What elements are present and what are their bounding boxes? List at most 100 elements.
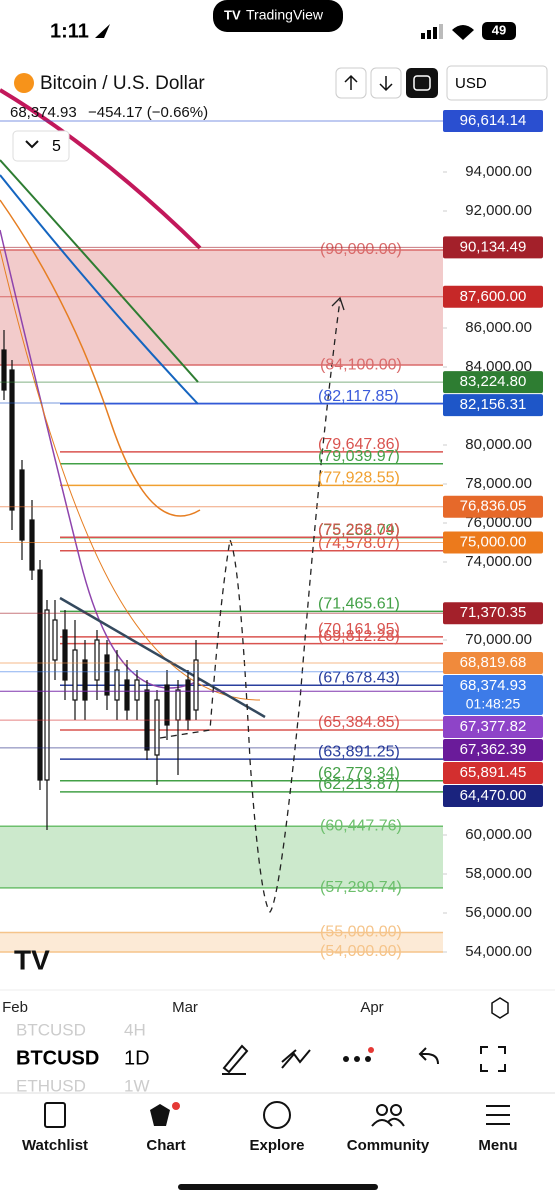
signal xyxy=(421,24,443,39)
price-badge xyxy=(443,531,543,554)
month-label: Mar xyxy=(172,999,198,1016)
level-label: (62,779.34) xyxy=(318,765,400,782)
toolbar-interval[interactable]: 1D xyxy=(124,1047,150,1069)
home-indicator xyxy=(178,1184,378,1190)
nav-label[interactable]: Explore xyxy=(249,1137,304,1154)
clock: 1:11 xyxy=(50,20,89,42)
more-tools[interactable] xyxy=(343,1047,374,1062)
currency-select[interactable] xyxy=(446,65,548,101)
community-icon xyxy=(371,1104,405,1127)
nav-label[interactable]: Chart xyxy=(146,1137,185,1154)
price-badge xyxy=(443,739,543,762)
zone xyxy=(0,826,443,888)
tick-label: 86,000.00 xyxy=(465,319,532,336)
last-price: 68,374.93 xyxy=(10,104,77,121)
level-label: (65,384.85) xyxy=(318,714,400,731)
candles xyxy=(1,330,199,830)
price-badge xyxy=(443,495,543,518)
level-label: (79,039.97) xyxy=(318,448,400,465)
level-label: (77,928.55) xyxy=(318,470,400,487)
badge-label: 67,377.82 xyxy=(460,718,527,735)
indicators xyxy=(0,88,345,914)
recent-interval[interactable]: 4H xyxy=(124,1020,146,1039)
trend-tool[interactable] xyxy=(281,1049,311,1069)
tv-logo: TV xyxy=(14,944,50,975)
price-badge xyxy=(443,675,543,716)
price-badge xyxy=(443,285,543,308)
level-label: (55,000.00) xyxy=(320,924,402,941)
badge-label: 68,374.93 xyxy=(460,677,527,694)
explore-icon xyxy=(263,1101,291,1129)
banner-text: TradingView xyxy=(246,7,324,23)
battery-level: 49 xyxy=(492,22,506,37)
badge-label: 75,000.00 xyxy=(460,533,527,550)
fullscreen-icon xyxy=(413,75,431,91)
badge-label: 83,224.80 xyxy=(460,373,527,390)
chart-icon xyxy=(150,1104,170,1126)
price-badge xyxy=(443,110,543,133)
expand[interactable] xyxy=(480,1046,506,1072)
tick-label: 74,000.00 xyxy=(465,553,532,570)
down-arrow xyxy=(379,76,393,92)
tick-label: 78,000.00 xyxy=(465,475,532,492)
price-badge xyxy=(443,762,543,785)
price-badge xyxy=(443,394,543,417)
toolbar-symbol[interactable]: BTCUSD xyxy=(16,1047,99,1069)
badge-label: 82,156.31 xyxy=(460,396,527,413)
recent-symbol[interactable]: ETHUSD xyxy=(16,1076,86,1095)
level-label: (70,161.95) xyxy=(318,621,400,638)
indicator-toggle[interactable] xyxy=(12,130,70,162)
level-label: (74,578.07) xyxy=(318,535,400,552)
price-badge xyxy=(443,785,543,808)
banner xyxy=(213,0,343,32)
level-label: (63,891.25) xyxy=(318,743,400,760)
undo[interactable] xyxy=(418,1047,439,1065)
price-badge xyxy=(443,602,543,625)
level-label: (82,117.85) xyxy=(318,388,399,405)
badge-label: 76,836.05 xyxy=(460,498,527,515)
badge-label: 71,370.35 xyxy=(460,604,527,621)
nav-label[interactable]: Community xyxy=(347,1137,430,1154)
tick-label: 70,000.00 xyxy=(465,631,532,648)
level-label: (67,678.43) xyxy=(318,669,400,686)
level-label: (62,213.87) xyxy=(318,776,400,793)
level-label: (75,252.79) xyxy=(318,522,400,539)
badge-label: 96,614.14 xyxy=(460,112,527,129)
currency: USD xyxy=(455,75,487,92)
tick-label: 54,000.00 xyxy=(465,943,532,960)
coin-icon xyxy=(14,73,34,93)
up-arrow xyxy=(344,74,358,90)
zone xyxy=(0,250,443,366)
nav-label[interactable]: Watchlist xyxy=(22,1137,88,1154)
recent-interval[interactable]: 1W xyxy=(124,1076,150,1095)
wifi xyxy=(452,25,474,40)
level-label: (84,100.00) xyxy=(320,356,402,373)
tick-label: 94,000.00 xyxy=(465,163,532,180)
draw-tool[interactable] xyxy=(222,1044,249,1075)
badge-label: 87,600.00 xyxy=(460,288,527,305)
tick-label: 58,000.00 xyxy=(465,865,532,882)
tick-label: 60,000.00 xyxy=(465,826,532,843)
menu-icon xyxy=(486,1105,510,1125)
level-label: (90,000.00) xyxy=(320,241,402,258)
level-label: (54,000.00) xyxy=(320,943,402,960)
banner-logo: TV xyxy=(224,7,241,22)
battery xyxy=(482,22,516,40)
level-label: (71,465.61) xyxy=(318,596,400,613)
badge-label: 65,891.45 xyxy=(460,764,527,781)
month-label: Feb xyxy=(2,999,28,1016)
level-label: (69,812.28) xyxy=(318,628,400,645)
price-badge xyxy=(443,716,543,739)
recent-symbol[interactable]: BTCUSD xyxy=(16,1020,86,1039)
price-badge xyxy=(443,371,543,394)
indicator-count: 5 xyxy=(52,138,61,155)
settings-icon[interactable] xyxy=(491,997,509,1019)
fullscreen[interactable] xyxy=(406,68,438,98)
zone xyxy=(0,932,443,952)
level-label: (60,447.76) xyxy=(320,817,402,834)
nav-label[interactable]: Menu xyxy=(478,1137,517,1154)
watchlist-icon xyxy=(44,1102,66,1128)
level-label: (79,647.86) xyxy=(318,436,400,453)
